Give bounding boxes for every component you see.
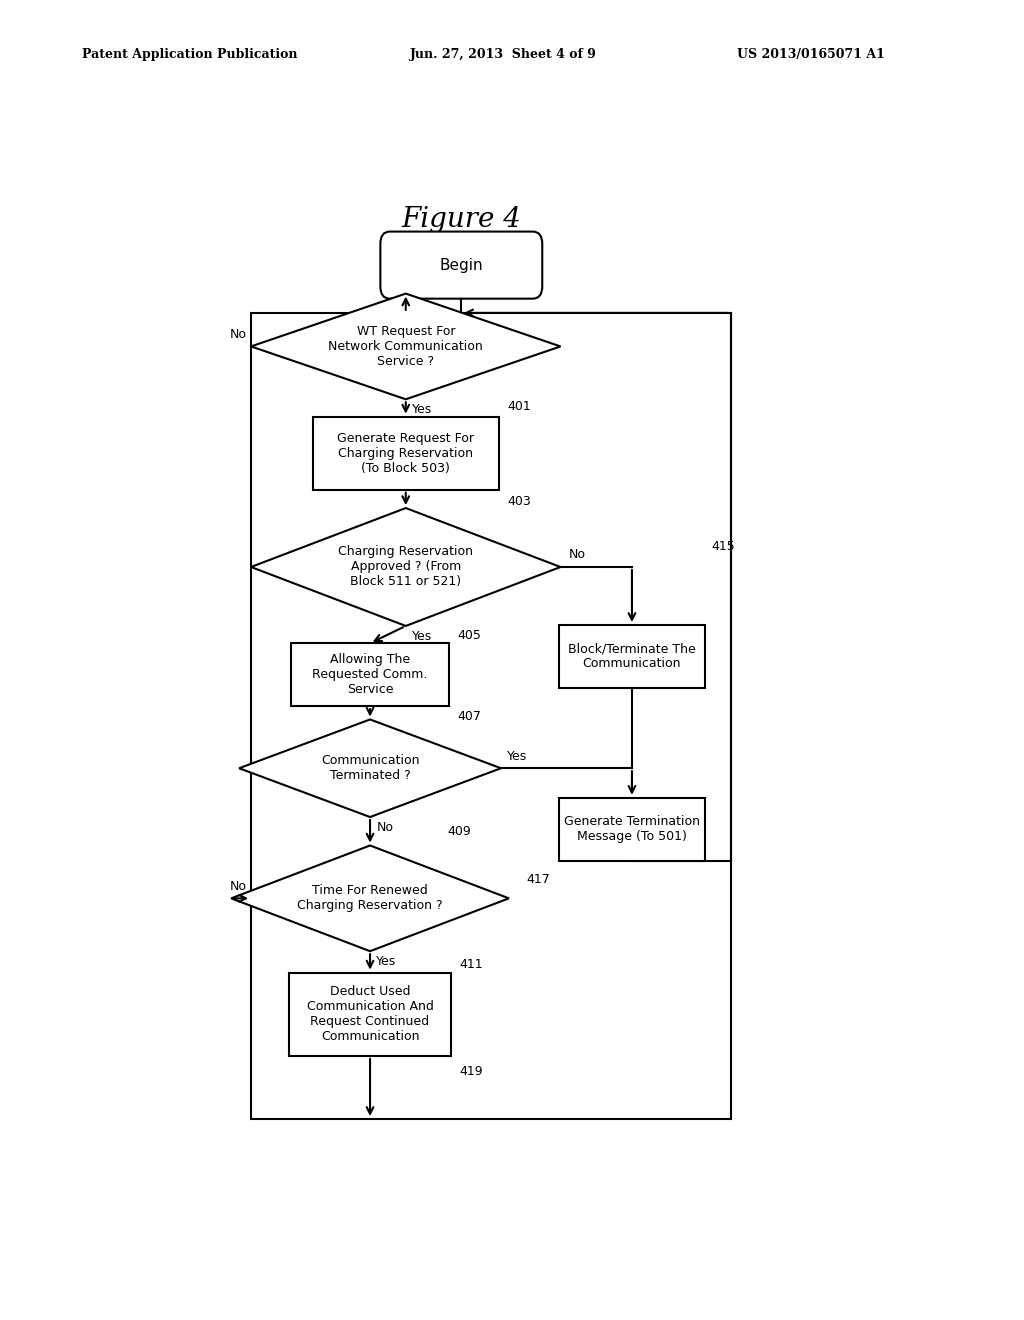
- Bar: [558, 624, 706, 688]
- Text: US 2013/0165071 A1: US 2013/0165071 A1: [737, 48, 885, 61]
- Text: 409: 409: [447, 825, 471, 838]
- Text: 417: 417: [526, 873, 551, 886]
- Bar: [291, 643, 450, 706]
- Text: 419: 419: [460, 1065, 483, 1077]
- Bar: [558, 797, 706, 861]
- Text: Communication
Terminated ?: Communication Terminated ?: [321, 754, 419, 783]
- Text: Jun. 27, 2013  Sheet 4 of 9: Jun. 27, 2013 Sheet 4 of 9: [410, 48, 596, 61]
- Polygon shape: [251, 293, 560, 399]
- Polygon shape: [231, 846, 509, 952]
- Text: 411: 411: [460, 958, 483, 972]
- Bar: [289, 973, 452, 1056]
- Bar: [312, 417, 499, 490]
- Polygon shape: [251, 508, 560, 626]
- Text: 405: 405: [458, 628, 481, 642]
- Text: Begin: Begin: [439, 257, 483, 273]
- Text: No: No: [568, 548, 586, 561]
- Text: Generate Termination
Message (To 501): Generate Termination Message (To 501): [564, 816, 700, 843]
- Text: Generate Request For
Charging Reservation
(To Block 503): Generate Request For Charging Reservatio…: [337, 432, 474, 475]
- Text: Charging Reservation
Approved ? (From
Block 511 or 521): Charging Reservation Approved ? (From Bl…: [338, 545, 473, 589]
- Text: Yes: Yes: [412, 630, 432, 643]
- Text: No: No: [377, 821, 393, 834]
- Text: 415: 415: [712, 540, 735, 553]
- Text: Patent Application Publication: Patent Application Publication: [82, 48, 297, 61]
- Text: 401: 401: [507, 400, 530, 413]
- Text: 403: 403: [507, 495, 530, 508]
- Text: 407: 407: [458, 710, 481, 723]
- Text: Yes: Yes: [377, 954, 396, 968]
- Text: No: No: [230, 879, 247, 892]
- Text: Deduct Used
Communication And
Request Continued
Communication: Deduct Used Communication And Request Co…: [306, 985, 433, 1043]
- Text: Figure 4: Figure 4: [401, 206, 521, 232]
- Text: Yes: Yes: [412, 403, 432, 416]
- Text: Allowing The
Requested Comm.
Service: Allowing The Requested Comm. Service: [312, 653, 428, 696]
- Polygon shape: [239, 719, 501, 817]
- Bar: [251, 313, 731, 1119]
- Text: WT Request For
Network Communication
Service ?: WT Request For Network Communication Ser…: [329, 325, 483, 368]
- Text: Yes: Yes: [507, 750, 527, 763]
- Text: No: No: [230, 327, 247, 341]
- FancyBboxPatch shape: [380, 231, 543, 298]
- Text: Time For Renewed
Charging Reservation ?: Time For Renewed Charging Reservation ?: [297, 884, 442, 912]
- Text: Block/Terminate The
Communication: Block/Terminate The Communication: [568, 643, 696, 671]
